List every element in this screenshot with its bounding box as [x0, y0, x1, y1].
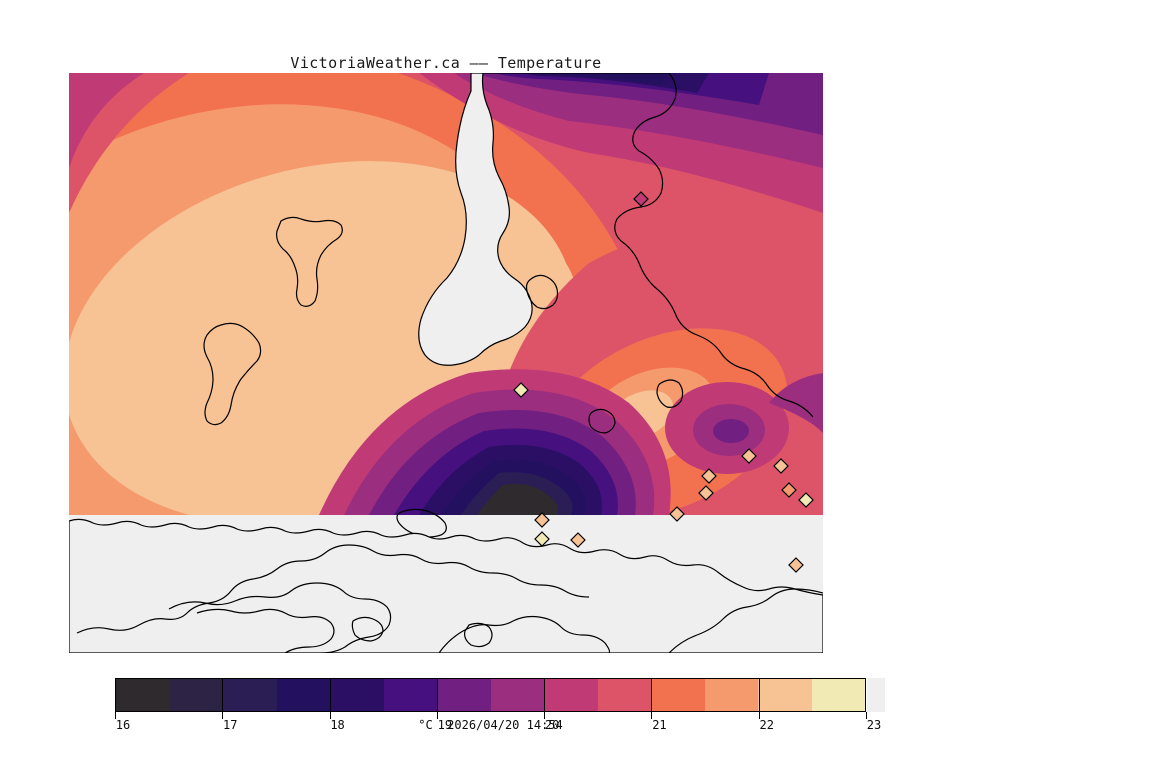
colorbar-tick — [436, 712, 438, 719]
colorbar-tick — [544, 712, 546, 719]
station-marker[interactable] — [773, 458, 789, 474]
colorbar-separator — [436, 678, 438, 712]
colorbar-units-timestamp: °C 2026/04/20 14:54 — [418, 718, 563, 732]
colorbar-tick-label: 20 — [544, 718, 560, 732]
colorbar-band — [330, 679, 384, 711]
station-marker[interactable] — [669, 506, 685, 522]
colorbar-band — [811, 679, 865, 711]
colorbar-tick — [115, 712, 116, 719]
station-marker[interactable] — [633, 191, 649, 207]
colorbar-separator — [544, 678, 546, 712]
colorbar-band — [276, 679, 330, 711]
colorbar-tick — [222, 712, 224, 719]
coastline-layer — [69, 73, 823, 653]
colorbar-tick-label: 23 — [866, 718, 882, 732]
colorbar-tick — [651, 712, 653, 719]
colorbar-band — [490, 679, 544, 711]
colorbar-tick-label: 22 — [759, 718, 774, 732]
colorbar-band — [383, 679, 437, 711]
colorbar-band — [651, 679, 705, 711]
colorbar-band — [437, 679, 491, 711]
colorbar-tick — [866, 712, 867, 719]
colorbar-separator — [651, 678, 653, 712]
colorbar-tick-label: 18 — [330, 718, 345, 732]
colorbar-band — [544, 679, 598, 711]
colorbar-bands — [115, 678, 866, 712]
station-marker[interactable] — [741, 448, 757, 464]
colorbar-separator — [758, 678, 760, 712]
colorbar-tick-label: 17 — [223, 718, 238, 732]
colorbar-ticks: 16 17 18 19 20 21 22 23 — [115, 712, 881, 732]
station-marker[interactable] — [798, 492, 814, 508]
station-marker[interactable] — [788, 557, 804, 573]
colorbar-separator — [222, 678, 224, 712]
map-panel[interactable] — [69, 73, 823, 653]
station-marker[interactable] — [513, 382, 529, 398]
colorbar-band — [758, 679, 812, 711]
station-marker[interactable] — [701, 468, 717, 484]
colorbar-tick-label: 19 — [437, 718, 453, 732]
colorbar-band — [704, 679, 758, 711]
colorbar-tick-label: 21 — [652, 718, 667, 732]
colorbar-tick-label: 16 — [115, 718, 131, 732]
station-marker[interactable] — [698, 485, 714, 501]
colorbar-separator — [329, 678, 331, 712]
temperature-contour-layer — [69, 73, 823, 653]
station-marker[interactable] — [534, 531, 550, 547]
colorbar-tick — [758, 712, 760, 719]
colorbar: 16 17 18 19 20 21 22 23 °C 2026/04/20 14:54 — [115, 678, 885, 732]
station-markers-layer[interactable] — [69, 73, 823, 653]
colorbar-band — [116, 679, 170, 711]
colorbar-tick — [329, 712, 331, 719]
page-title: VictoriaWeather.ca —— Temperature — [290, 54, 602, 72]
station-marker[interactable] — [570, 532, 586, 548]
colorbar-band — [169, 679, 223, 711]
colorbar-band — [223, 679, 277, 711]
station-marker[interactable] — [781, 482, 797, 498]
colorbar-band — [597, 679, 651, 711]
station-marker[interactable] — [534, 512, 550, 528]
colorbar-overflow-extension — [867, 678, 885, 712]
